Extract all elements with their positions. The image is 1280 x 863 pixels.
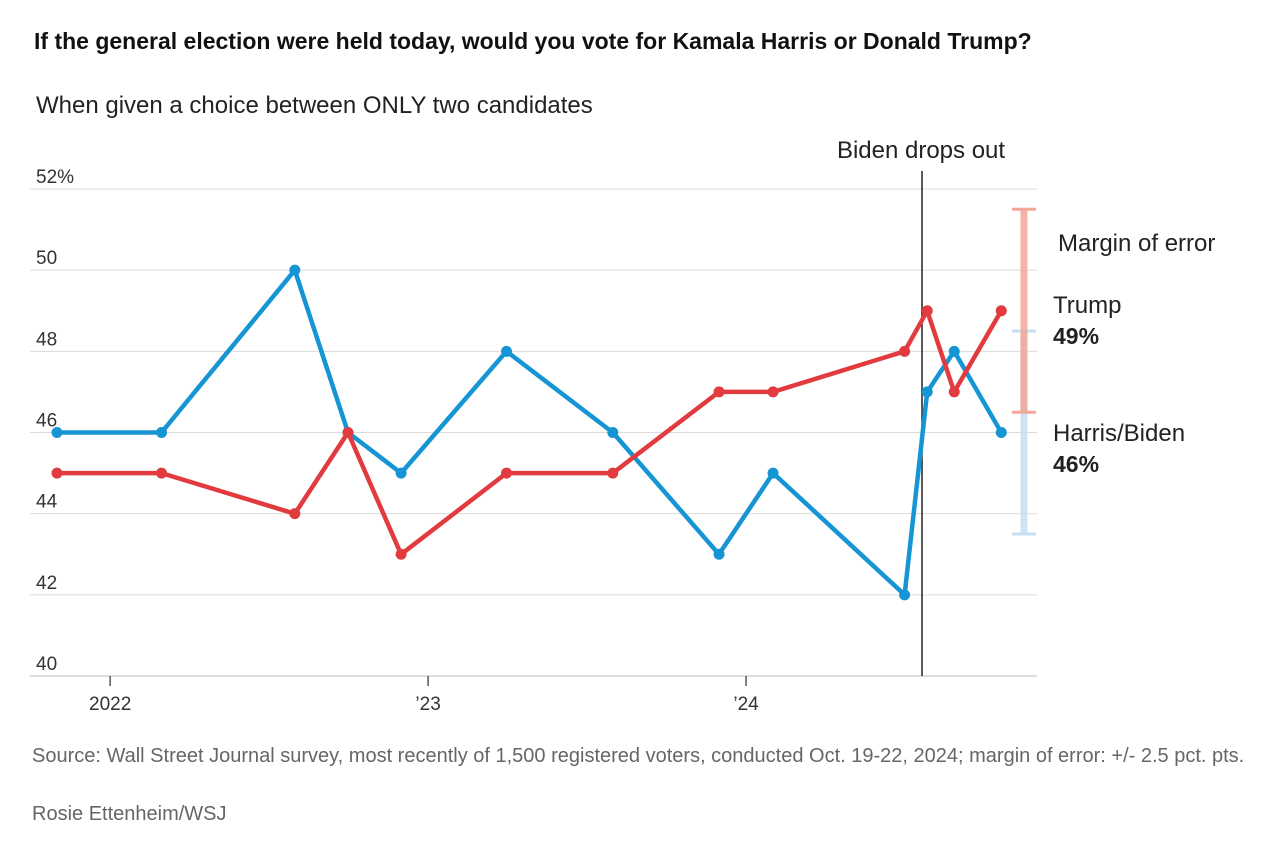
trump-point: [395, 548, 407, 560]
source-note: Source: Wall Street Journal survey, most…: [32, 745, 1245, 767]
harris-biden-point: [289, 264, 301, 276]
harris-end-label: Harris/Biden: [1053, 420, 1185, 447]
trump-point: [995, 305, 1007, 317]
harris-biden-point: [899, 589, 911, 601]
y-tick-label: 50: [36, 248, 57, 269]
harris-biden-point: [995, 427, 1007, 438]
trump-end-value: 49%: [1053, 323, 1099, 349]
trump-point: [342, 427, 354, 438]
margin-of-error-label: Margin of error: [1058, 230, 1215, 257]
harris-biden-point: [500, 345, 512, 357]
trump-point: [607, 467, 619, 479]
trump-point: [713, 386, 725, 398]
x-tick-label: ’23: [415, 694, 440, 715]
trump-point: [948, 386, 960, 398]
biden-drops-out-label: Biden drops out: [837, 137, 1005, 164]
harris-biden-point: [395, 467, 407, 479]
harris-biden-point: [921, 386, 933, 398]
chart-subtitle: When given a choice between ONLY two can…: [36, 92, 593, 119]
harris-biden-point: [948, 345, 960, 357]
x-tick-label: ’24: [733, 694, 759, 715]
trump-point: [921, 305, 933, 317]
y-tick-label: 46: [36, 411, 57, 432]
y-tick-label: 40: [36, 654, 57, 675]
y-tick-label: 42: [36, 573, 57, 594]
y-tick-label: 52%: [36, 167, 74, 188]
trump-point: [899, 345, 911, 357]
harris-end-value: 46%: [1053, 451, 1099, 477]
chart-title: If the general election were held today,…: [34, 28, 1032, 54]
y-tick-label: 48: [36, 329, 57, 350]
harris-biden-point: [156, 427, 168, 438]
harris-biden-point: [713, 548, 725, 560]
trump-point: [767, 386, 779, 398]
trump-point: [51, 467, 63, 479]
trump-point: [500, 467, 512, 479]
trump-point: [156, 467, 168, 479]
y-tick-label: 44: [36, 492, 58, 513]
credit-note: Rosie Ettenheim/WSJ: [32, 803, 227, 825]
x-tick-label: 2022: [89, 694, 131, 715]
harris-biden-point: [51, 427, 63, 438]
line-chart: 40 42 44 46 48 50 52% 2022 ’23 ’24 Biden drops out…: [30, 137, 1215, 715]
harris-biden-point: [767, 467, 779, 479]
harris-biden-point: [607, 427, 619, 438]
trump-point: [289, 508, 301, 520]
trump-end-label: Trump: [1053, 292, 1121, 319]
